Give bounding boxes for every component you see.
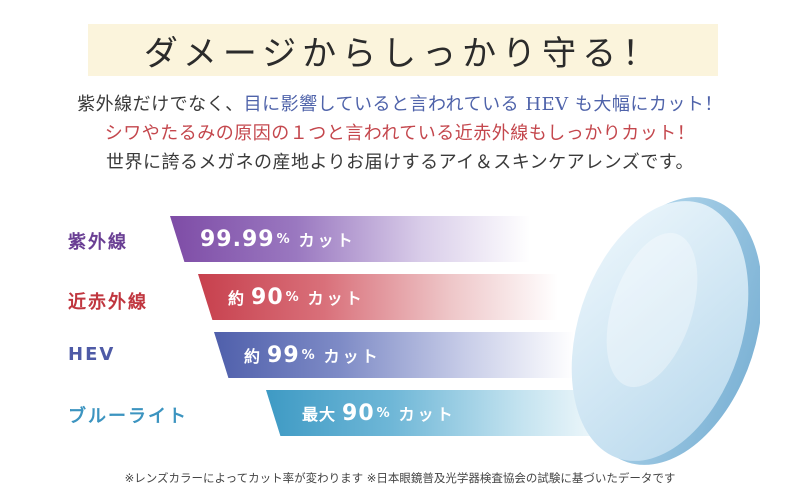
intro-line-1-uv: 紫外線だけでなく、 <box>77 94 244 115</box>
intro-line-3: 世界に誇るメガネの産地よりお届けするアイ＆スキンケアレンズです。 <box>105 152 695 173</box>
bar-text-bluelight: 最大 90% カット <box>302 390 456 436</box>
nir-prefix: 約 <box>228 289 246 308</box>
row-label-hev: HEV <box>68 344 116 365</box>
bluelight-cut: カット <box>398 405 456 424</box>
footnote: ※レンズカラーによってカット率が変わります ※日本眼鏡普及光学器検査協会の試験に… <box>124 471 676 485</box>
title-band <box>88 24 718 76</box>
hev-unit: % <box>301 347 316 363</box>
hev-value: 99 <box>267 342 300 368</box>
bluelight-value: 90 <box>342 400 375 426</box>
bar-text-nir: 約 90% カット <box>228 274 365 320</box>
hev-cut: カット <box>323 347 381 366</box>
bar-text-uv: 99.99% カット <box>200 216 356 262</box>
intro-line-2: シワやたるみの原因の１つと言われている近赤外線もしっかりカット！ <box>104 123 696 144</box>
bar-uv <box>170 216 530 262</box>
nir-unit: % <box>285 289 300 305</box>
bar-bluelight <box>266 390 626 436</box>
page-title: ダメージからしっかり守る！ <box>143 33 663 74</box>
lens-icon <box>571 197 760 465</box>
uv-cut: カット <box>298 231 356 250</box>
bar-text-hev: 約 99% カット <box>244 332 381 378</box>
hev-prefix: 約 <box>244 347 262 366</box>
uv-unit: % <box>276 231 291 247</box>
uv-value: 99.99 <box>200 226 275 252</box>
intro-text: 紫外線だけでなく、目に影響していると言われている HEV も大幅にカット！ シワ… <box>0 90 800 177</box>
row-label-bluelight: ブルーライト <box>68 406 188 427</box>
nir-value: 90 <box>251 284 284 310</box>
bar-hev <box>214 332 574 378</box>
bluelight-prefix: 最大 <box>302 405 337 424</box>
intro-line-1-hev: 目に影響していると言われている HEV も大幅にカット！ <box>243 94 723 115</box>
bluelight-unit: % <box>376 405 391 421</box>
bar-nir <box>198 274 558 320</box>
nir-cut: カット <box>307 289 365 308</box>
row-label-uv: 紫外線 <box>68 232 128 253</box>
row-label-nir: 近赤外線 <box>68 292 148 313</box>
intro-line-1: 紫外線だけでなく、目に影響していると言われている HEV も大幅にカット！ <box>0 90 800 119</box>
